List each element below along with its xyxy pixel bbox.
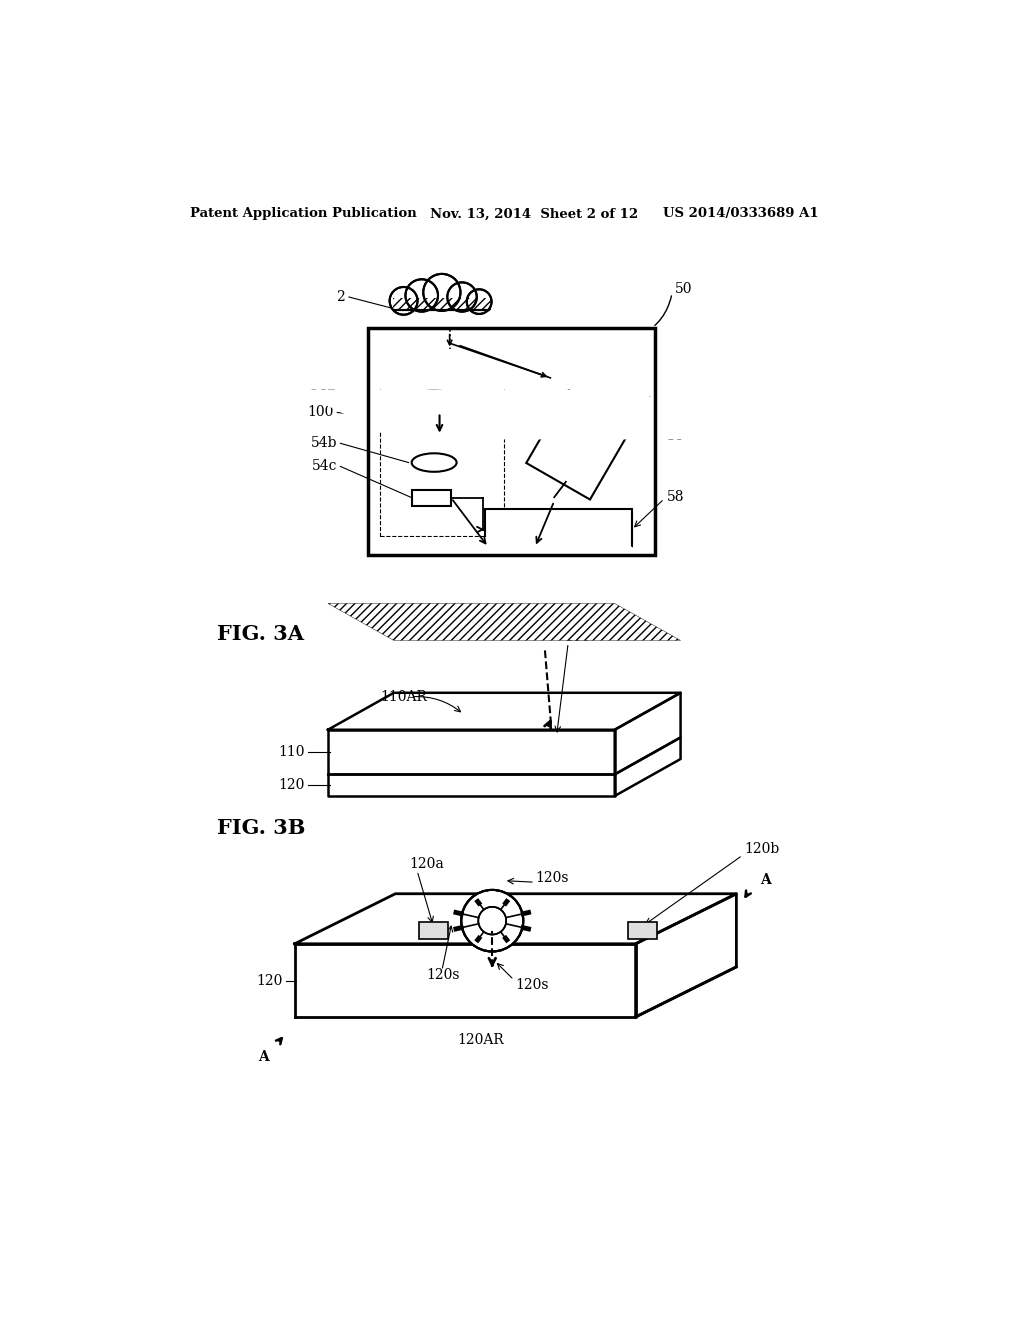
Text: 120s: 120s (426, 968, 460, 982)
Text: 56: 56 (667, 429, 684, 442)
Text: 120: 120 (257, 974, 283, 987)
Text: FIG. 2: FIG. 2 (476, 572, 547, 591)
Text: 50: 50 (675, 282, 692, 296)
Text: 110: 110 (279, 744, 305, 759)
Text: 120a: 120a (410, 858, 444, 871)
Circle shape (461, 890, 523, 952)
Text: 2: 2 (336, 290, 345, 304)
Bar (593, 334, 640, 342)
Text: 120: 120 (279, 779, 305, 792)
Text: US 2014/0333689 A1: US 2014/0333689 A1 (663, 207, 818, 220)
Polygon shape (295, 389, 736, 440)
Text: 54b: 54b (310, 437, 337, 450)
Text: 120b: 120b (744, 842, 779, 857)
Bar (413, 490, 452, 507)
Circle shape (478, 907, 506, 935)
Text: FIG. 3B: FIG. 3B (217, 818, 305, 838)
Text: 120s: 120s (515, 978, 549, 991)
Bar (369, 327, 655, 554)
Text: 54: 54 (312, 347, 330, 362)
Text: Patent Application Publication: Patent Application Publication (190, 207, 417, 220)
Polygon shape (328, 558, 614, 603)
Polygon shape (526, 356, 652, 499)
Text: 54a: 54a (309, 379, 336, 392)
Bar (628, 923, 657, 940)
Text: 54c: 54c (311, 459, 337, 474)
Text: 58: 58 (667, 490, 684, 504)
Bar (484, 508, 632, 552)
Text: FIG. 3A: FIG. 3A (217, 624, 304, 644)
Text: Nov. 13, 2014  Sheet 2 of 12: Nov. 13, 2014 Sheet 2 of 12 (430, 207, 638, 220)
Bar (375, 334, 417, 342)
Bar (393, 298, 490, 310)
Text: 52: 52 (667, 371, 684, 385)
Text: 120s: 120s (535, 871, 568, 886)
Ellipse shape (409, 367, 460, 388)
Text: 110AR: 110AR (381, 689, 428, 704)
Polygon shape (328, 603, 681, 640)
Text: 100: 100 (564, 631, 591, 644)
Bar (375, 334, 417, 342)
Polygon shape (614, 558, 681, 640)
Polygon shape (328, 537, 614, 558)
Text: A: A (258, 1049, 269, 1064)
Bar (409, 409, 471, 432)
Bar (380, 350, 504, 536)
Polygon shape (636, 317, 736, 440)
Bar (369, 327, 655, 554)
Polygon shape (295, 317, 636, 389)
Polygon shape (614, 537, 681, 595)
Text: 120AR: 120AR (458, 1034, 504, 1047)
Text: 100: 100 (307, 405, 334, 420)
Ellipse shape (412, 453, 457, 471)
Text: A: A (761, 873, 771, 887)
Bar (419, 923, 449, 940)
Bar (593, 334, 640, 342)
